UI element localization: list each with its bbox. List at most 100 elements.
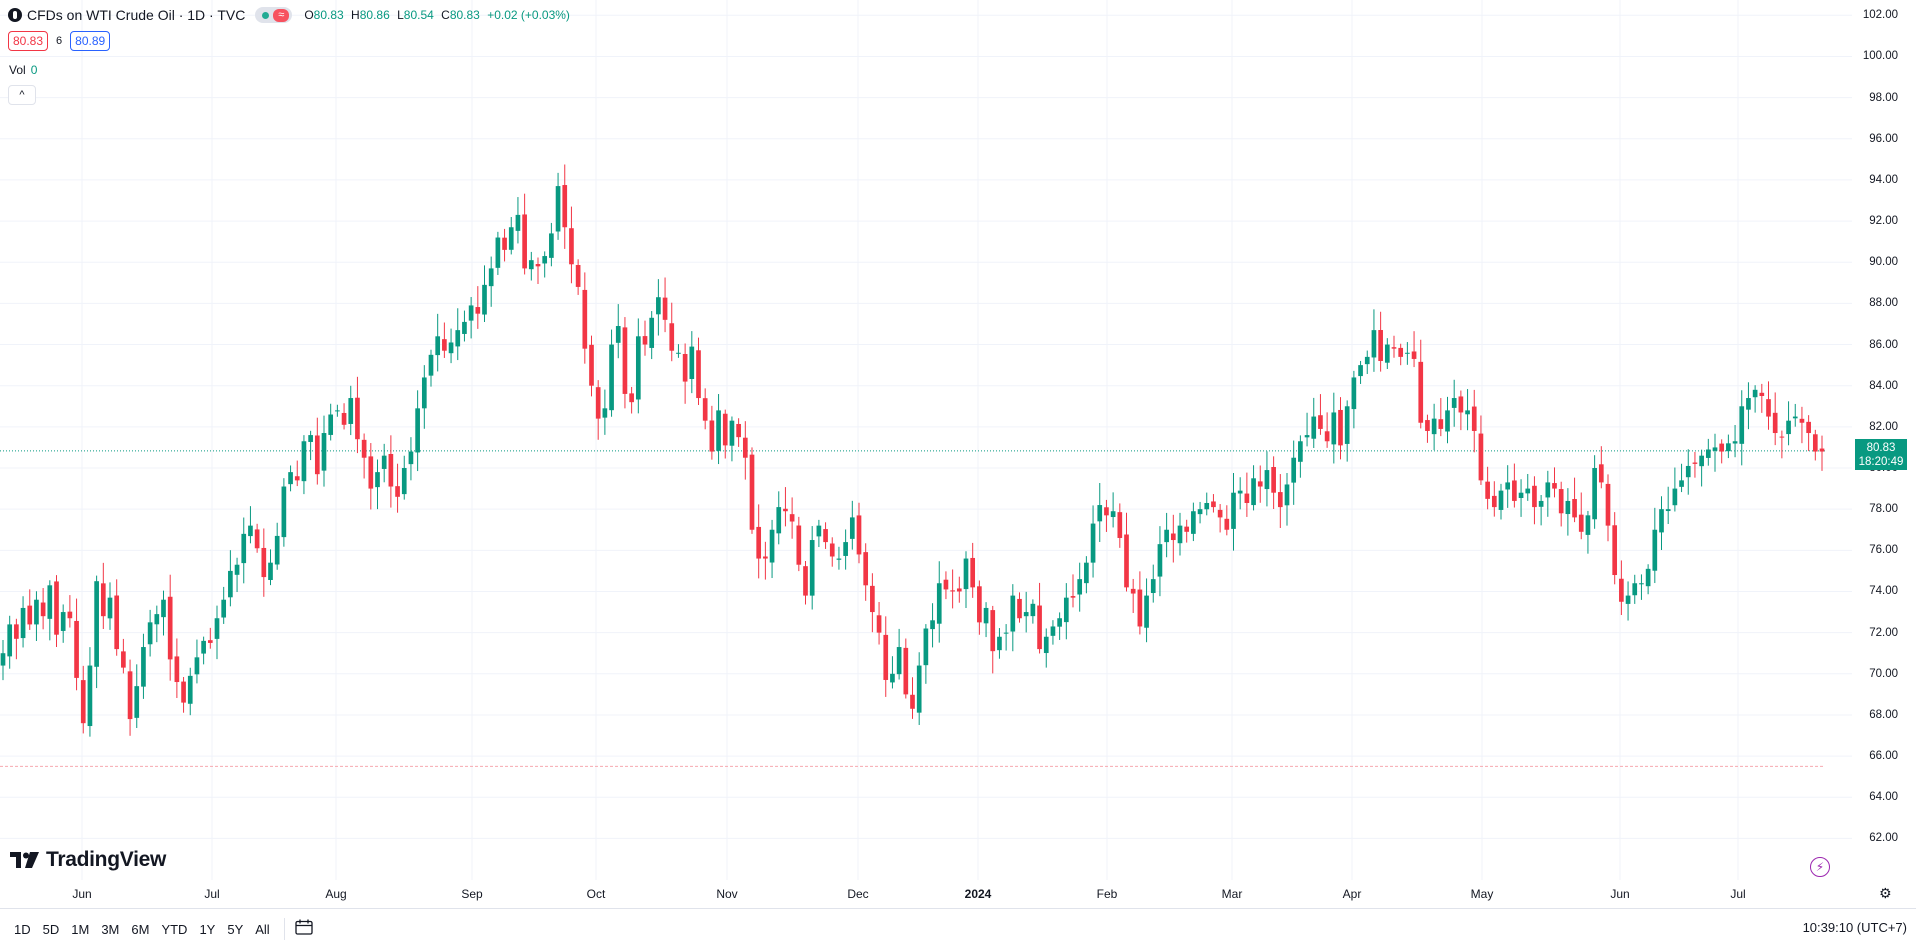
candle xyxy=(114,579,120,656)
candle xyxy=(468,297,474,339)
candle xyxy=(535,257,541,284)
candle xyxy=(829,537,835,567)
candle-body xyxy=(970,557,976,588)
candle-body xyxy=(401,468,407,495)
candle-body xyxy=(107,597,113,619)
candle xyxy=(1090,505,1096,578)
candle-body xyxy=(1191,511,1196,534)
candle-body xyxy=(1237,490,1243,494)
candle xyxy=(1311,397,1317,449)
volume-legend[interactable]: Vol 0 xyxy=(9,63,37,77)
candle-body xyxy=(1184,526,1190,532)
candle-body xyxy=(161,599,166,618)
chart-area[interactable] xyxy=(0,0,1852,908)
range-ytd-button[interactable]: YTD xyxy=(161,921,188,937)
volume-label: Vol xyxy=(9,63,26,77)
candle-body xyxy=(562,185,568,228)
candle-body xyxy=(749,454,755,530)
candle-body xyxy=(1445,410,1450,432)
candle-body xyxy=(361,439,367,458)
candle-body xyxy=(1558,489,1564,514)
candle xyxy=(448,328,454,364)
candle-body xyxy=(1411,351,1417,359)
y-tick-label: 64.00 xyxy=(1869,791,1898,804)
candle xyxy=(990,605,996,674)
symbol-title[interactable]: CFDs on WTI Crude Oil · 1D · TVC xyxy=(27,7,246,23)
candle xyxy=(1043,628,1049,668)
range-1y-button[interactable]: 1Y xyxy=(199,921,216,937)
candle-body xyxy=(1652,529,1658,571)
candle-body xyxy=(1050,626,1056,636)
buy-price-button[interactable]: 80.89 xyxy=(70,31,111,51)
range-3m-button[interactable]: 3M xyxy=(101,921,120,937)
candle-body xyxy=(783,508,788,512)
candle xyxy=(502,228,507,262)
candle-body xyxy=(348,398,354,424)
candle xyxy=(997,628,1002,659)
candle-body xyxy=(60,612,66,631)
candle-body xyxy=(1170,533,1176,541)
lightning-icon[interactable]: ⚡ xyxy=(1810,857,1830,877)
candle-body xyxy=(863,552,869,586)
y-tick-label: 66.00 xyxy=(1869,750,1898,763)
candle xyxy=(401,455,407,500)
candle xyxy=(1458,390,1464,431)
range-5d-button[interactable]: 5D xyxy=(42,921,60,937)
candle-body xyxy=(1719,443,1725,452)
tradingview-logo[interactable]: TradingView xyxy=(10,848,166,872)
candle xyxy=(849,500,855,550)
candle-body xyxy=(662,297,668,320)
candle xyxy=(268,549,273,586)
candle xyxy=(803,560,808,605)
candle-body xyxy=(1150,579,1156,594)
collapse-legend-button[interactable]: ^ xyxy=(8,85,36,105)
range-1m-button[interactable]: 1M xyxy=(71,921,90,937)
candle-body xyxy=(495,237,501,268)
candle-body xyxy=(1097,505,1103,522)
candle xyxy=(187,667,193,716)
candle-body xyxy=(515,214,521,231)
candle-body xyxy=(702,398,708,421)
sell-price-button[interactable]: 80.83 xyxy=(8,31,49,51)
candle xyxy=(950,569,955,609)
candle-body xyxy=(682,353,688,382)
high-value: 80.86 xyxy=(359,8,390,22)
candle-body xyxy=(34,599,39,625)
range-1d-button[interactable]: 1D xyxy=(14,921,31,937)
candle-body xyxy=(1685,465,1691,478)
candlestick-chart[interactable] xyxy=(0,0,1852,908)
candle-body xyxy=(1505,482,1511,490)
calendar-icon[interactable] xyxy=(295,919,313,939)
candle xyxy=(1077,562,1083,612)
candle-body xyxy=(308,435,313,442)
range-all-button[interactable]: All xyxy=(255,921,270,937)
candle-body xyxy=(1043,636,1049,654)
candle-body xyxy=(1144,595,1149,628)
candle-body xyxy=(482,284,487,315)
y-tick-label: 76.00 xyxy=(1869,544,1898,557)
spread-value: 6 xyxy=(56,35,63,47)
candle xyxy=(1331,392,1337,464)
candle xyxy=(100,562,106,630)
candle-body xyxy=(1438,419,1444,429)
y-tick-label: 82.00 xyxy=(1869,420,1898,433)
candle xyxy=(328,403,334,441)
candle xyxy=(1552,467,1557,498)
candle-body xyxy=(535,264,541,267)
range-6m-button[interactable]: 6M xyxy=(131,921,150,937)
candle xyxy=(234,557,240,593)
market-status-pill[interactable]: ≈ xyxy=(255,7,293,23)
candle xyxy=(428,349,434,387)
candle-body xyxy=(388,453,394,487)
y-tick-label: 68.00 xyxy=(1869,708,1898,721)
candle-body xyxy=(1030,603,1036,617)
candle xyxy=(1625,581,1631,621)
candle xyxy=(221,586,227,624)
candle-body xyxy=(288,472,293,485)
candle xyxy=(656,279,661,336)
candle-body xyxy=(582,289,588,349)
clock[interactable]: 10:39:10 (UTC+7) xyxy=(1802,920,1907,935)
candle xyxy=(1398,343,1404,366)
range-5y-button[interactable]: 5Y xyxy=(227,921,244,937)
gear-icon[interactable]: ⚙ xyxy=(1879,885,1892,901)
